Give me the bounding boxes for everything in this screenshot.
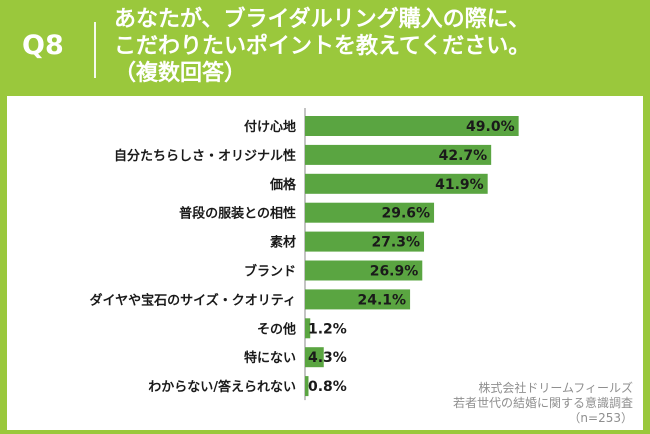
data-label: 49.0% [466, 119, 515, 135]
bar [305, 144, 492, 165]
bar [305, 376, 309, 397]
bar-chart: 付け心地 49.0% 自分たちらしさ・オリジナル性 42.7% 価格 41.9% 普段の服装… [90, 108, 519, 401]
category-label: その他 [257, 321, 296, 337]
bar [305, 173, 488, 194]
data-label: 24.1% [357, 292, 406, 308]
category-label: 自分たちらしさ・オリジナル性 [114, 148, 296, 164]
bar [305, 231, 425, 252]
category-label: 価格 [269, 177, 297, 193]
header-divider [94, 22, 96, 78]
header: Q8 あなたが、ブライダルリング購入の際に、 こだわりたいポイントを教えてくださ… [0, 0, 650, 92]
data-label: 41.9% [435, 177, 484, 193]
bar [305, 289, 411, 310]
data-label: 27.3% [371, 235, 420, 251]
category-label: ブランド [244, 264, 296, 280]
category-label: 特にない [244, 350, 296, 366]
bar [305, 116, 519, 136]
category-label: 素材 [270, 235, 296, 251]
category-label: わからない/答えられない [148, 379, 296, 395]
bar [305, 202, 435, 223]
question-title: あなたが、ブライダルリング購入の際に、 こだわりたいポイントを教えてください。 … [114, 7, 531, 86]
data-label: 26.9% [370, 264, 419, 280]
bar [305, 260, 423, 281]
data-label: 0.8% [308, 379, 347, 395]
question-number: Q8 [22, 30, 64, 61]
data-label: 4.3% [308, 350, 347, 366]
data-label: 29.6% [381, 206, 430, 222]
source-note: 株式会社ドリームフィールズ 若者世代の結婚に関する意識調査 （n=253） [453, 381, 633, 426]
data-label: 42.7% [439, 148, 488, 164]
bar [305, 347, 324, 368]
data-label: 1.2% [308, 321, 347, 337]
chart-panel: 付け心地 49.0% 自分たちらしさ・オリジナル性 42.7% 価格 41.9% 普段の服装… [7, 96, 643, 430]
source-sample-size: （n=253） [568, 411, 633, 425]
bar [305, 318, 311, 339]
category-label: ダイヤや宝石のサイズ・クオリティ [90, 292, 296, 308]
source-company: 株式会社ドリームフィールズ [478, 381, 633, 395]
source-survey: 若者世代の結婚に関する意識調査 [452, 396, 633, 410]
category-label: 付け心地 [244, 119, 296, 135]
category-label: 普段の服装との相性 [179, 206, 296, 222]
